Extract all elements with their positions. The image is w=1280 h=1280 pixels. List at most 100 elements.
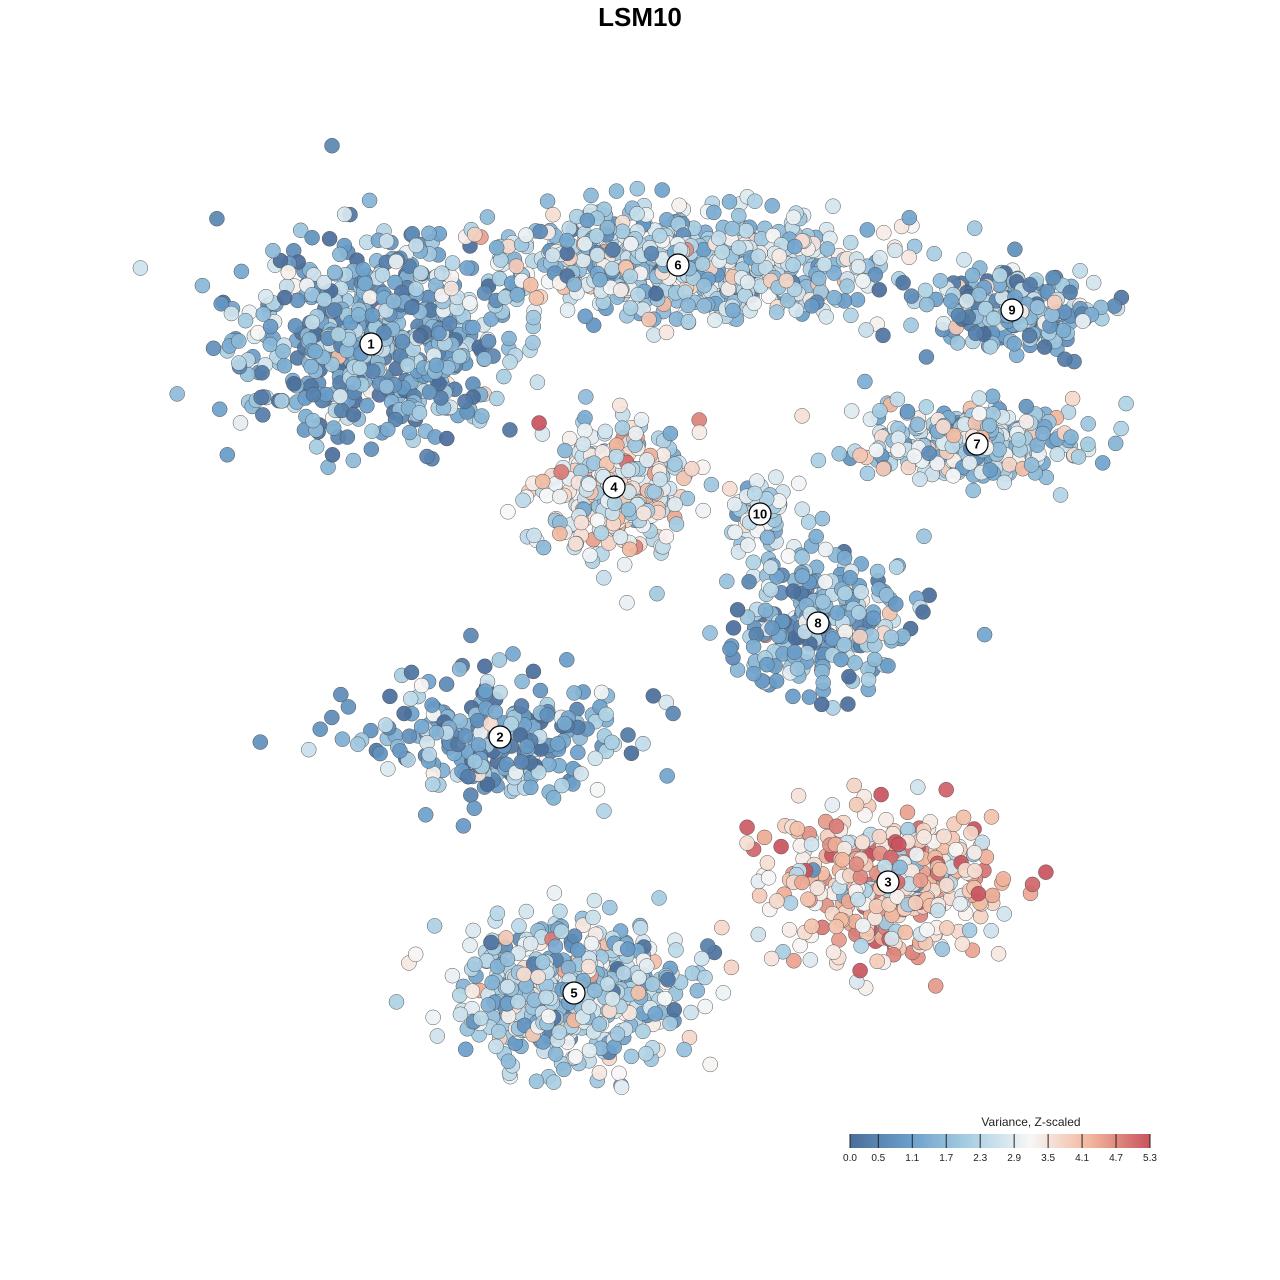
data-point bbox=[336, 206, 353, 223]
data-point bbox=[852, 962, 868, 979]
data-point bbox=[522, 935, 539, 952]
data-point bbox=[1006, 336, 1023, 352]
data-point bbox=[557, 442, 573, 459]
data-point bbox=[871, 828, 888, 845]
data-point bbox=[434, 265, 450, 281]
data-point bbox=[332, 388, 349, 404]
data-point bbox=[444, 255, 461, 271]
data-point bbox=[459, 260, 475, 276]
data-point bbox=[757, 602, 774, 619]
data-point bbox=[965, 482, 981, 499]
data-point bbox=[825, 198, 841, 214]
data-point bbox=[696, 277, 712, 294]
data-point bbox=[526, 527, 542, 544]
cluster-label-text: 8 bbox=[814, 616, 821, 631]
data-point bbox=[899, 804, 916, 821]
data-point bbox=[612, 529, 629, 545]
data-point bbox=[955, 809, 972, 826]
data-point bbox=[513, 754, 530, 770]
data-point bbox=[457, 1041, 474, 1058]
data-point bbox=[633, 412, 650, 428]
data-point bbox=[577, 236, 593, 252]
data-point bbox=[589, 247, 606, 263]
data-point bbox=[515, 492, 531, 509]
data-point bbox=[529, 374, 546, 390]
data-point bbox=[307, 343, 323, 360]
data-point bbox=[411, 405, 428, 421]
data-point bbox=[782, 895, 799, 911]
data-point bbox=[304, 229, 320, 246]
data-point bbox=[992, 267, 1008, 284]
data-point bbox=[402, 691, 419, 707]
data-point bbox=[915, 604, 931, 620]
data-point bbox=[869, 563, 886, 580]
data-point bbox=[522, 277, 539, 293]
data-point bbox=[380, 761, 396, 777]
data-point bbox=[912, 471, 928, 487]
data-point bbox=[738, 222, 754, 239]
data-point bbox=[910, 779, 926, 795]
data-point bbox=[613, 1079, 630, 1095]
data-point bbox=[850, 258, 867, 275]
data-point bbox=[855, 917, 871, 934]
data-point bbox=[715, 985, 732, 1001]
data-point bbox=[438, 676, 455, 692]
data-point bbox=[768, 469, 784, 485]
data-point bbox=[587, 750, 604, 767]
data-point bbox=[205, 340, 222, 357]
data-point bbox=[815, 674, 831, 691]
data-point bbox=[638, 1045, 654, 1062]
data-point bbox=[484, 974, 500, 991]
data-point bbox=[566, 928, 583, 944]
data-point bbox=[751, 887, 768, 904]
data-point bbox=[546, 885, 563, 901]
data-point bbox=[644, 976, 661, 992]
cluster-label-text: 1 bbox=[367, 337, 374, 352]
data-point bbox=[785, 688, 801, 705]
data-point bbox=[723, 959, 740, 976]
data-point bbox=[700, 938, 716, 954]
data-point bbox=[509, 287, 526, 303]
data-point bbox=[604, 734, 620, 751]
data-point bbox=[1049, 446, 1066, 462]
data-point bbox=[508, 258, 525, 274]
data-point bbox=[597, 423, 614, 440]
data-point bbox=[964, 267, 981, 284]
data-point bbox=[890, 442, 906, 458]
data-point bbox=[378, 233, 395, 249]
data-point bbox=[804, 918, 820, 935]
data-point bbox=[513, 698, 530, 714]
data-point bbox=[872, 250, 888, 266]
data-point bbox=[635, 1023, 651, 1040]
data-point bbox=[380, 421, 396, 438]
data-point bbox=[428, 357, 445, 374]
data-point bbox=[983, 809, 1000, 825]
data-point bbox=[680, 314, 697, 330]
data-point bbox=[684, 461, 700, 477]
data-point bbox=[303, 358, 319, 375]
data-point bbox=[324, 137, 340, 154]
data-point bbox=[364, 307, 381, 324]
data-point bbox=[498, 930, 514, 946]
data-point bbox=[819, 241, 836, 257]
data-point bbox=[948, 841, 964, 858]
data-point bbox=[875, 460, 892, 477]
cluster-label-8: 8 bbox=[806, 611, 830, 635]
data-point bbox=[836, 637, 853, 653]
data-point bbox=[887, 242, 903, 259]
data-point bbox=[308, 439, 325, 455]
data-point bbox=[855, 273, 871, 289]
data-point bbox=[966, 220, 983, 236]
data-point bbox=[745, 554, 762, 571]
cluster-label-1: 1 bbox=[359, 332, 383, 356]
data-point bbox=[623, 745, 640, 762]
data-point bbox=[916, 829, 932, 845]
data-point bbox=[511, 918, 527, 934]
legend-color-bar bbox=[850, 1134, 1150, 1148]
cluster-label-text: 9 bbox=[1008, 303, 1015, 318]
data-point bbox=[852, 869, 869, 885]
data-point bbox=[1022, 277, 1038, 293]
data-point bbox=[399, 357, 416, 374]
data-point bbox=[842, 234, 859, 251]
data-point bbox=[377, 717, 394, 733]
